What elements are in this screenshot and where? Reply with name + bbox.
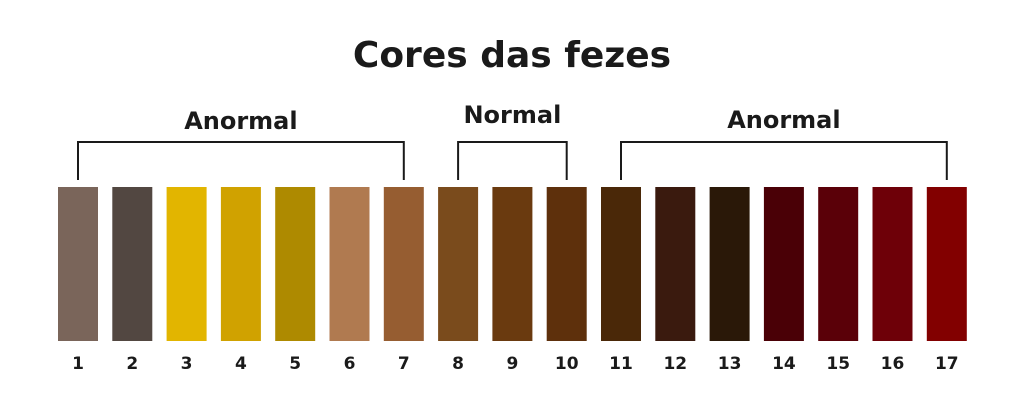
- bracket: [77, 141, 405, 180]
- swatch-number: 1: [72, 354, 84, 374]
- color-swatch: [763, 187, 804, 341]
- color-swatch: [58, 187, 98, 341]
- color-swatch: [383, 187, 424, 341]
- swatch-number: 13: [718, 354, 742, 374]
- swatch-number: 3: [181, 354, 193, 374]
- group-label: Anormal: [727, 106, 840, 134]
- color-swatch: [220, 187, 261, 341]
- color-swatch: [818, 187, 859, 341]
- title: Cores das fezes: [353, 35, 671, 76]
- swatch-number: 6: [344, 354, 356, 374]
- swatch-number: 15: [826, 354, 850, 374]
- color-swatch: [112, 187, 153, 341]
- bracket: [457, 141, 568, 180]
- color-swatch: [438, 187, 479, 341]
- color-swatch: [166, 187, 207, 341]
- bracket: [620, 141, 948, 180]
- swatch-number: 11: [609, 354, 633, 374]
- swatch-number: 4: [235, 354, 247, 374]
- swatch-number: 10: [555, 354, 579, 374]
- color-swatch: [926, 187, 967, 341]
- color-swatch: [709, 187, 750, 341]
- swatch-number: 2: [126, 354, 138, 374]
- swatch-number: 9: [506, 354, 518, 374]
- color-swatch: [872, 187, 913, 341]
- swatch-number: 16: [881, 354, 905, 374]
- group-label: Anormal: [184, 107, 297, 135]
- swatch-number: 17: [935, 354, 959, 374]
- color-swatch: [546, 187, 587, 341]
- swatch-number: 7: [398, 354, 410, 374]
- group-label: Normal: [463, 101, 561, 129]
- swatch-number: 14: [772, 354, 796, 374]
- color-swatch: [655, 187, 696, 341]
- swatch-number: 12: [663, 354, 687, 374]
- color-swatch: [329, 187, 370, 341]
- color-swatch: [275, 187, 316, 341]
- color-swatch: [492, 187, 533, 341]
- color-swatch: [601, 187, 641, 341]
- swatch-number: 5: [289, 354, 301, 374]
- swatch-number: 8: [452, 354, 464, 374]
